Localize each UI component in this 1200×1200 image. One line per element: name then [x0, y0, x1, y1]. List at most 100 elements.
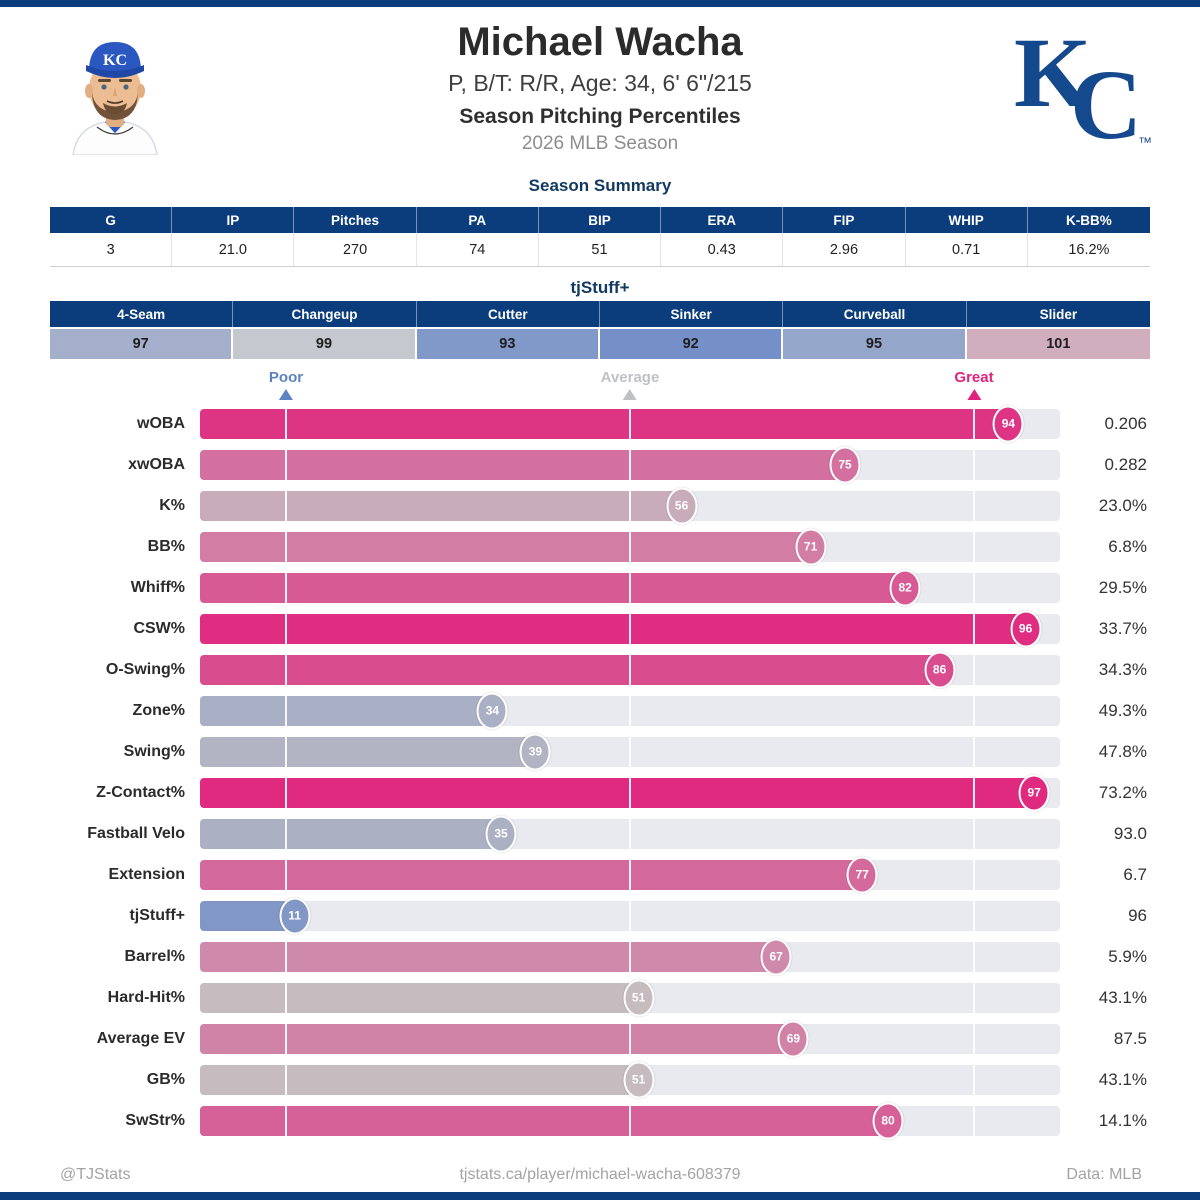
legend-triangle-icon	[278, 389, 293, 400]
gridline	[973, 1064, 975, 1095]
gridline	[973, 490, 975, 521]
legend-great: Great	[954, 370, 994, 400]
percentile-bar-fill	[200, 572, 906, 603]
percentile-row: Hard-Hit% 51 43.1%	[0, 977, 1200, 1018]
gridline	[629, 818, 631, 849]
percentile-bar-track: 69	[200, 1020, 1060, 1057]
top-border-strip	[0, 0, 1200, 7]
legend-average: Average	[601, 370, 659, 400]
tjstuff-header-row: 4-Seam Changeup Cutter Sinker Curveball Slide…	[50, 301, 1150, 327]
metric-value: 23.0%	[1098, 495, 1147, 515]
summary-value-cell: 16.2%	[1027, 234, 1150, 266]
percentile-bar-fill	[200, 531, 811, 562]
summary-column-header: Pitches	[294, 207, 417, 233]
percentile-row: wOBA 94 0.206	[0, 403, 1200, 444]
percentile-bubble: 51	[623, 979, 655, 1016]
metric-value: 93.0	[1113, 823, 1147, 843]
cap	[89, 42, 141, 71]
percentile-rows: wOBA 94 0.206 xwOBA 75 0.282 K% 56 23.0% BB% 71 6.8…	[0, 403, 1200, 1141]
player-photo: KC	[45, 15, 185, 155]
metric-value: 49.3%	[1098, 700, 1147, 720]
gridline	[973, 982, 975, 1013]
percentile-bubble: 51	[623, 1061, 655, 1098]
legend-triangle-icon	[623, 389, 637, 400]
percentile-row: CSW% 96 33.7%	[0, 608, 1200, 649]
legend-poor: Poor	[269, 370, 303, 400]
metric-label: K%	[159, 496, 185, 514]
pitch-value-cell: 101	[966, 329, 1150, 359]
gridline	[973, 777, 975, 808]
percentile-bar-fill	[200, 900, 295, 931]
gridline	[629, 900, 631, 931]
chart-heading: Season Pitching Percentiles	[459, 105, 741, 128]
percentile-bubble: 67	[760, 938, 792, 975]
cap-brim	[86, 65, 144, 78]
percentile-bar-fill	[200, 1105, 888, 1136]
pitch-column-header: 4-Seam	[50, 301, 234, 327]
metric-label: Extension	[108, 865, 185, 883]
gridline	[973, 695, 975, 726]
percentile-bubble: 94	[992, 405, 1024, 442]
percentile-bar-track: 97	[200, 774, 1060, 811]
metric-value: 87.5	[1113, 1028, 1147, 1048]
percentile-bar-fill	[200, 695, 493, 726]
pitch-value-cell: 97	[50, 329, 234, 359]
gridline	[285, 1064, 287, 1095]
gridline	[973, 818, 975, 849]
percentile-row: Z-Contact% 97 73.2%	[0, 772, 1200, 813]
gridline	[285, 982, 287, 1013]
summary-column-header: PA	[417, 207, 539, 233]
percentile-bar-track: 86	[200, 651, 1060, 688]
gridline	[629, 859, 631, 890]
percentile-bar-fill	[200, 818, 501, 849]
gridline	[629, 777, 631, 808]
gridline	[973, 1023, 975, 1054]
gridline	[973, 859, 975, 890]
summary-column-header: IP	[172, 207, 295, 233]
footer-url: tjstats.ca/player/michael-wacha-608379	[459, 1166, 741, 1183]
gridline	[973, 941, 975, 972]
gridline	[629, 941, 631, 972]
gridline	[973, 531, 975, 562]
gridline	[285, 1105, 287, 1136]
metric-label: BB%	[147, 537, 185, 555]
percentile-bar-track: 67	[200, 938, 1060, 975]
percentile-row: BB% 71 6.8%	[0, 526, 1200, 567]
percentile-bar-fill	[200, 449, 845, 480]
percentile-chart: Poor Average Great wOBA 94 0.206 xwOBA 75 0.282…	[0, 370, 1200, 1141]
metric-value: 43.1%	[1098, 1069, 1147, 1089]
footer-handle: @TJStats	[60, 1166, 131, 1183]
gridline	[285, 818, 287, 849]
metric-value: 6.7	[1123, 864, 1147, 884]
summary-value-cell: 270	[294, 234, 417, 266]
percentile-bar-fill	[200, 982, 639, 1013]
tjstuff-table: 4-Seam Changeup Cutter Sinker Curveball Slide…	[50, 301, 1150, 359]
beard	[92, 93, 138, 120]
percentile-bubble: 75	[829, 446, 861, 483]
tjstuff-title: tjStuff+	[570, 278, 630, 297]
metric-value: 96	[1128, 905, 1147, 925]
summary-value-cell: 51	[538, 234, 662, 266]
percentile-bar-track: 35	[200, 815, 1060, 852]
gridline	[629, 531, 631, 562]
logo-letter-c: C	[1070, 49, 1142, 157]
gridline	[285, 572, 287, 603]
pitch-value-cell: 99	[233, 329, 417, 359]
percentile-bar-track: 51	[200, 1061, 1060, 1098]
percentile-bar-fill	[200, 1064, 639, 1095]
percentile-row: Average EV 69 87.5	[0, 1018, 1200, 1059]
gridline	[973, 900, 975, 931]
percentile-row: tjStuff+ 11 96	[0, 895, 1200, 936]
percentile-bar-track: 56	[200, 487, 1060, 524]
metric-label: Whiff%	[130, 578, 185, 596]
metric-value: 14.1%	[1098, 1110, 1147, 1130]
pitch-column-header: Cutter	[417, 301, 600, 327]
pitch-value-cell: 92	[599, 329, 784, 359]
percentile-bar-fill	[200, 777, 1035, 808]
summary-value-cell: 0.71	[905, 234, 1028, 266]
season-label: 2026 MLB Season	[521, 133, 679, 154]
summary-value-cell: 21.0	[172, 234, 295, 266]
percentile-bar-fill	[200, 490, 682, 521]
percentile-bubble: 39	[519, 733, 551, 770]
metric-value: 47.8%	[1098, 741, 1147, 761]
